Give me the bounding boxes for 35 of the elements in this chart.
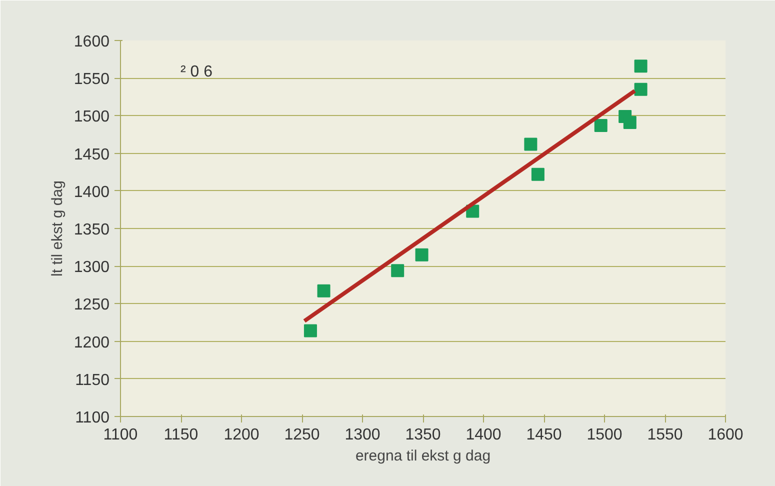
point [317, 284, 330, 298]
x-tick-label: 1100 [103, 426, 138, 444]
point [524, 138, 538, 151]
y-tick-label: 1450 [74, 146, 110, 164]
point [594, 118, 608, 132]
point [634, 82, 648, 96]
y-tick-label: 1200 [74, 334, 110, 352]
x-tick-label: 1500 [586, 426, 622, 444]
x-tick-label: 1250 [284, 426, 320, 444]
x-tick-label: 1600 [708, 426, 744, 444]
x-tick-label: 1450 [526, 426, 562, 444]
x-tick-label: 1350 [405, 426, 441, 444]
point [531, 168, 544, 181]
y-tick-label: 1400 [74, 184, 110, 201]
y-tick-label: 1150 [75, 372, 110, 389]
y-tick-label: 1350 [74, 222, 110, 238]
x-tick-label: 1400 [466, 426, 502, 444]
point [415, 248, 428, 262]
y-tick-label: 1500 [74, 108, 110, 126]
x-tick-label: 1200 [224, 426, 260, 444]
x-axis-title: eregna til ekst g dag [355, 448, 491, 464]
point [304, 324, 317, 338]
y-tick-label: 1600 [74, 34, 110, 50]
point [634, 60, 648, 73]
x-tick-label: 1150 [164, 426, 198, 444]
y-axis-title: lt til ekst g dag [48, 180, 66, 276]
point [391, 264, 404, 278]
y-tick-label: 1300 [74, 259, 110, 276]
y-tick-label: 1250 [74, 296, 110, 314]
x-tick-label: 1300 [344, 426, 380, 444]
point [623, 116, 636, 129]
annotation: ² 0 6 [180, 64, 213, 80]
x-tick-label: 1550 [647, 426, 683, 444]
y-tick-label: 1100 [75, 410, 110, 426]
y-tick-label: 1550 [74, 71, 110, 88]
